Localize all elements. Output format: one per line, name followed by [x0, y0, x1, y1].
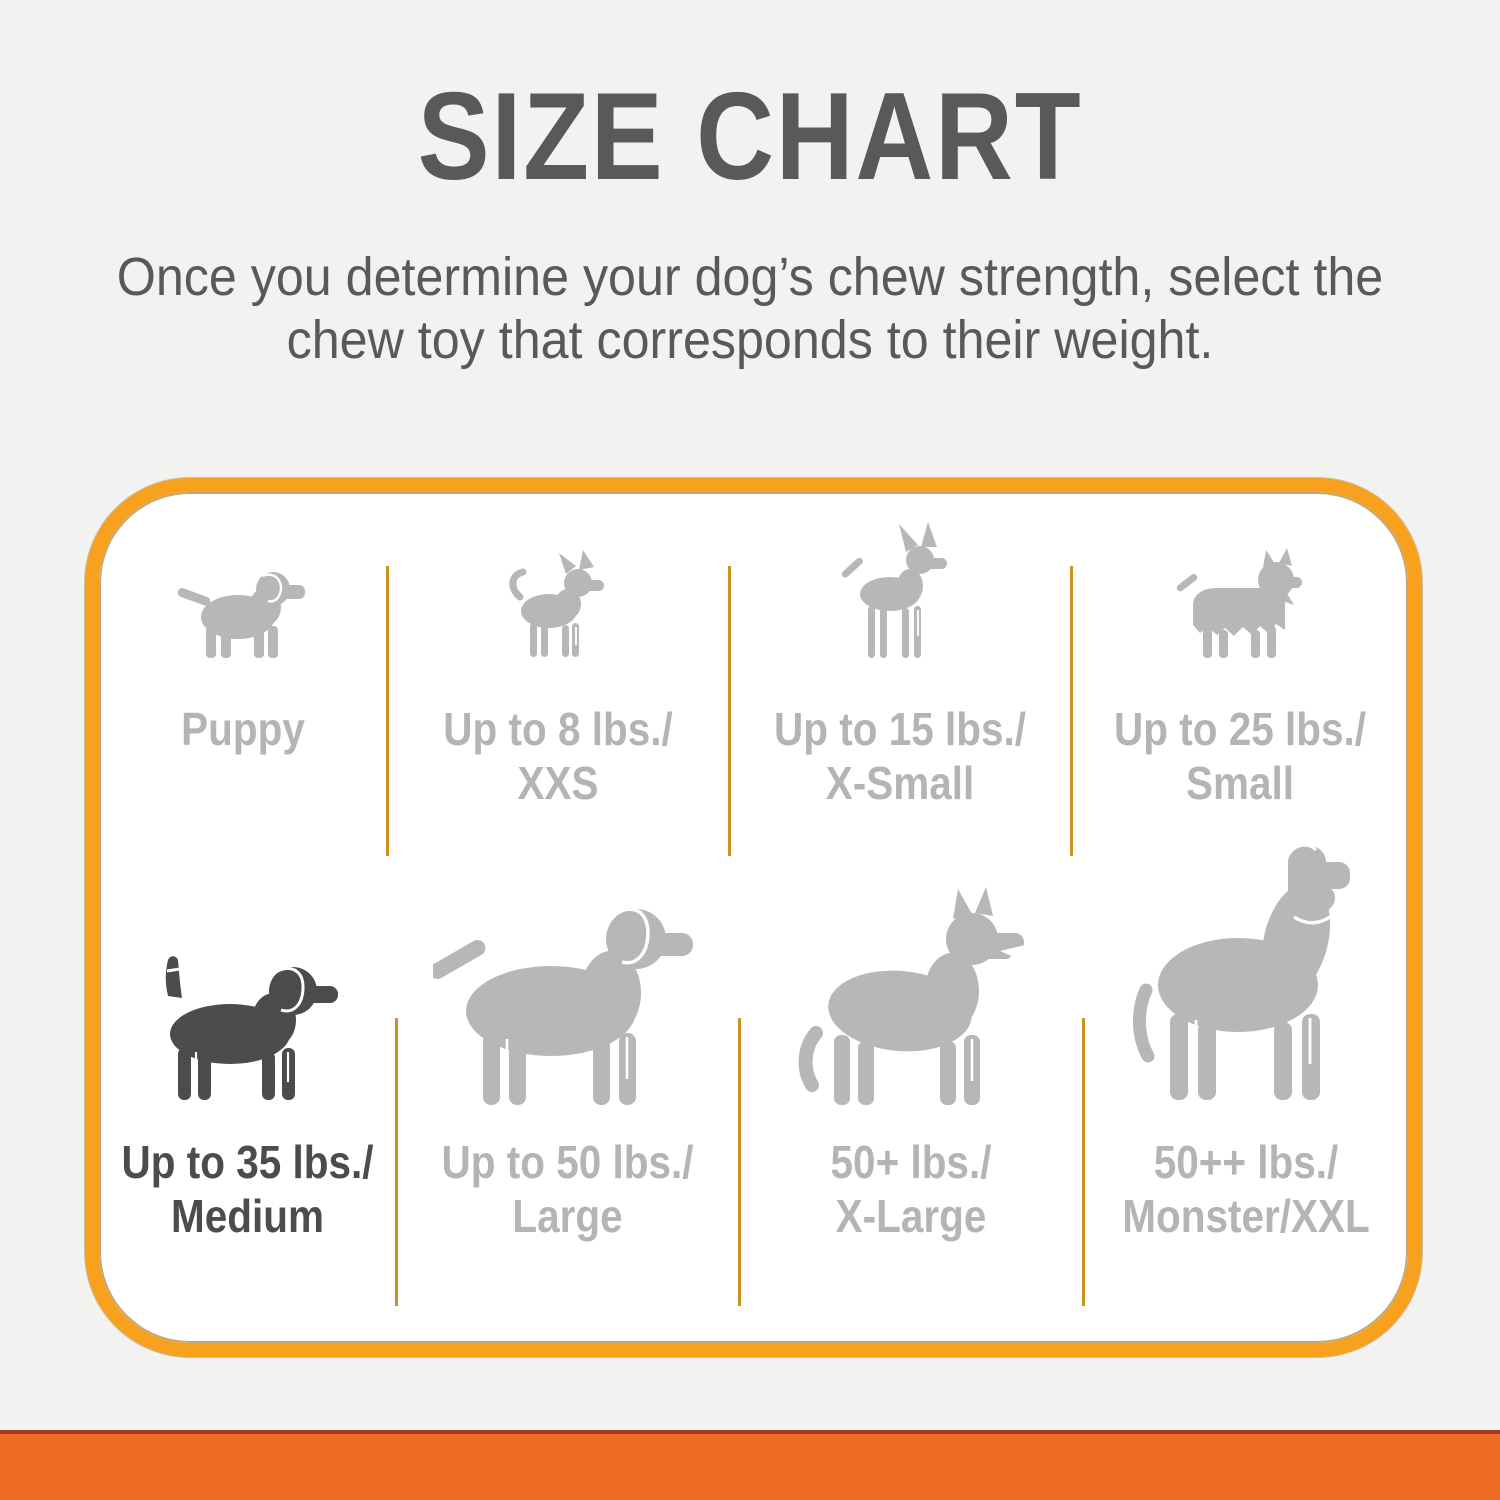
size-cell-puppy: Puppy: [99, 495, 387, 756]
size-label-line-2: Large: [512, 1190, 623, 1242]
size-cell-large: Up to 50 lbs./ Large: [396, 855, 739, 1243]
column-divider: [738, 1018, 741, 1306]
column-divider: [386, 566, 389, 856]
size-label-line-2: Medium: [171, 1190, 324, 1242]
beagle-dog-icon: [165, 956, 338, 1100]
puppy-dog-icon: [178, 572, 305, 658]
dog-icon-box: [99, 855, 396, 1105]
size-label-line-1: Up to 25 lbs./: [1114, 703, 1366, 755]
size-label: Up to 8 lbs./ XXS: [387, 702, 729, 810]
subtitle: Once you determine your dog’s chew stren…: [53, 246, 1448, 372]
dog-icon-box: [729, 495, 1071, 660]
shepherd-dog-icon: [798, 887, 1025, 1105]
x-small-dog-icon: [841, 522, 947, 658]
page-title-text: SIZE CHART: [417, 68, 1083, 206]
size-label: Up to 15 lbs./ X-Small: [729, 702, 1071, 810]
size-label: 50+ lbs./ X-Large: [739, 1135, 1083, 1243]
size-label: Puppy: [99, 702, 387, 756]
great-dane-dog-icon: [1132, 843, 1350, 1100]
size-label-line-1: 50++ lbs./: [1153, 1136, 1339, 1188]
dog-icon-box: [99, 495, 387, 660]
column-divider: [1082, 1018, 1085, 1306]
size-cell-x-large: 50+ lbs./ X-Large: [739, 855, 1083, 1243]
size-label-line-1: Up to 15 lbs./: [774, 703, 1026, 755]
subtitle-line-2: chew toy that corresponds to their weigh…: [286, 310, 1214, 370]
size-label-line-1: Up to 8 lbs./: [443, 703, 673, 755]
size-label-line-2: XXS: [517, 757, 599, 809]
size-label-line-1: 50+ lbs./: [830, 1136, 992, 1188]
size-label: Up to 50 lbs./ Large: [396, 1135, 739, 1243]
dog-icon-box: [739, 855, 1083, 1105]
size-cell-monster-xxl: 50++ lbs./ Monster/XXL: [1083, 843, 1409, 1243]
subtitle-line-1: Once you determine your dog’s chew stren…: [116, 247, 1384, 307]
size-cell-medium: Up to 35 lbs./ Medium: [99, 855, 396, 1243]
chihuahua-dog-icon: [508, 550, 604, 657]
dog-icon-box: [1071, 495, 1409, 660]
size-label: Up to 35 lbs./ Medium: [99, 1135, 396, 1243]
dog-icon-box: [387, 495, 729, 660]
column-divider: [728, 566, 731, 856]
size-label: Up to 25 lbs./ Small: [1071, 702, 1409, 810]
size-label-line-2: Small: [1185, 757, 1294, 809]
size-cell-x-small: Up to 15 lbs./ X-Small: [729, 495, 1071, 810]
bottom-orange-bar: [0, 1430, 1500, 1500]
size-label-line-1: Puppy: [181, 703, 305, 755]
page-title: SIZE CHART: [0, 72, 1500, 202]
dog-icon-box: [1083, 843, 1409, 1105]
dog-icon-box: [396, 855, 739, 1105]
column-divider: [1070, 566, 1073, 856]
size-label-line-2: X-Small: [825, 757, 975, 809]
size-label-line-1: Up to 35 lbs./: [121, 1136, 374, 1188]
size-cell-small: Up to 25 lbs./ Small: [1071, 495, 1409, 810]
size-cell-xxs: Up to 8 lbs./ XXS: [387, 495, 729, 810]
column-divider: [395, 1018, 398, 1306]
size-label-line-2: X-Large: [835, 1190, 987, 1242]
size-label-line-2: Monster/XXL: [1122, 1190, 1370, 1242]
size-label: 50++ lbs./ Monster/XXL: [1083, 1135, 1409, 1243]
labrador-dog-icon: [432, 907, 693, 1105]
size-label-line-1: Up to 50 lbs./: [441, 1136, 694, 1188]
terrier-dog-icon: [1176, 548, 1302, 658]
